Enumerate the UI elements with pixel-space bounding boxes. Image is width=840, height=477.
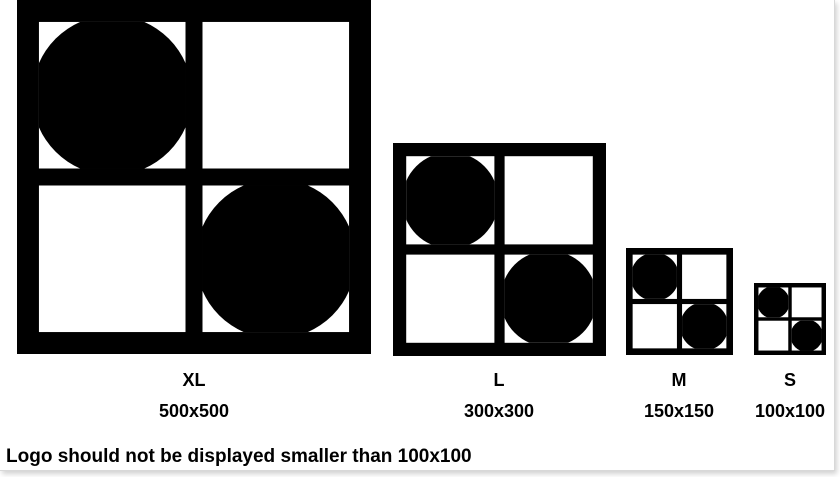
logo-m-icon: [626, 248, 733, 355]
minimum-size-guideline: Logo should not be displayed smaller tha…: [6, 446, 472, 467]
size-dimensions-s: 100x100: [754, 401, 826, 421]
size-name-l: L: [493, 370, 505, 390]
size-name-xl: XL: [182, 370, 206, 390]
logo-l-icon: [393, 143, 606, 356]
size-name-m: M: [671, 370, 687, 390]
size-dimensions-m: 150x150: [643, 401, 715, 421]
logo-xl-icon: [17, 0, 371, 354]
size-name-s: S: [783, 370, 796, 390]
size-dimensions-xl: 500x500: [158, 401, 230, 421]
size-dimensions-l: 300x300: [463, 401, 535, 421]
logo-s-icon: [754, 283, 826, 355]
